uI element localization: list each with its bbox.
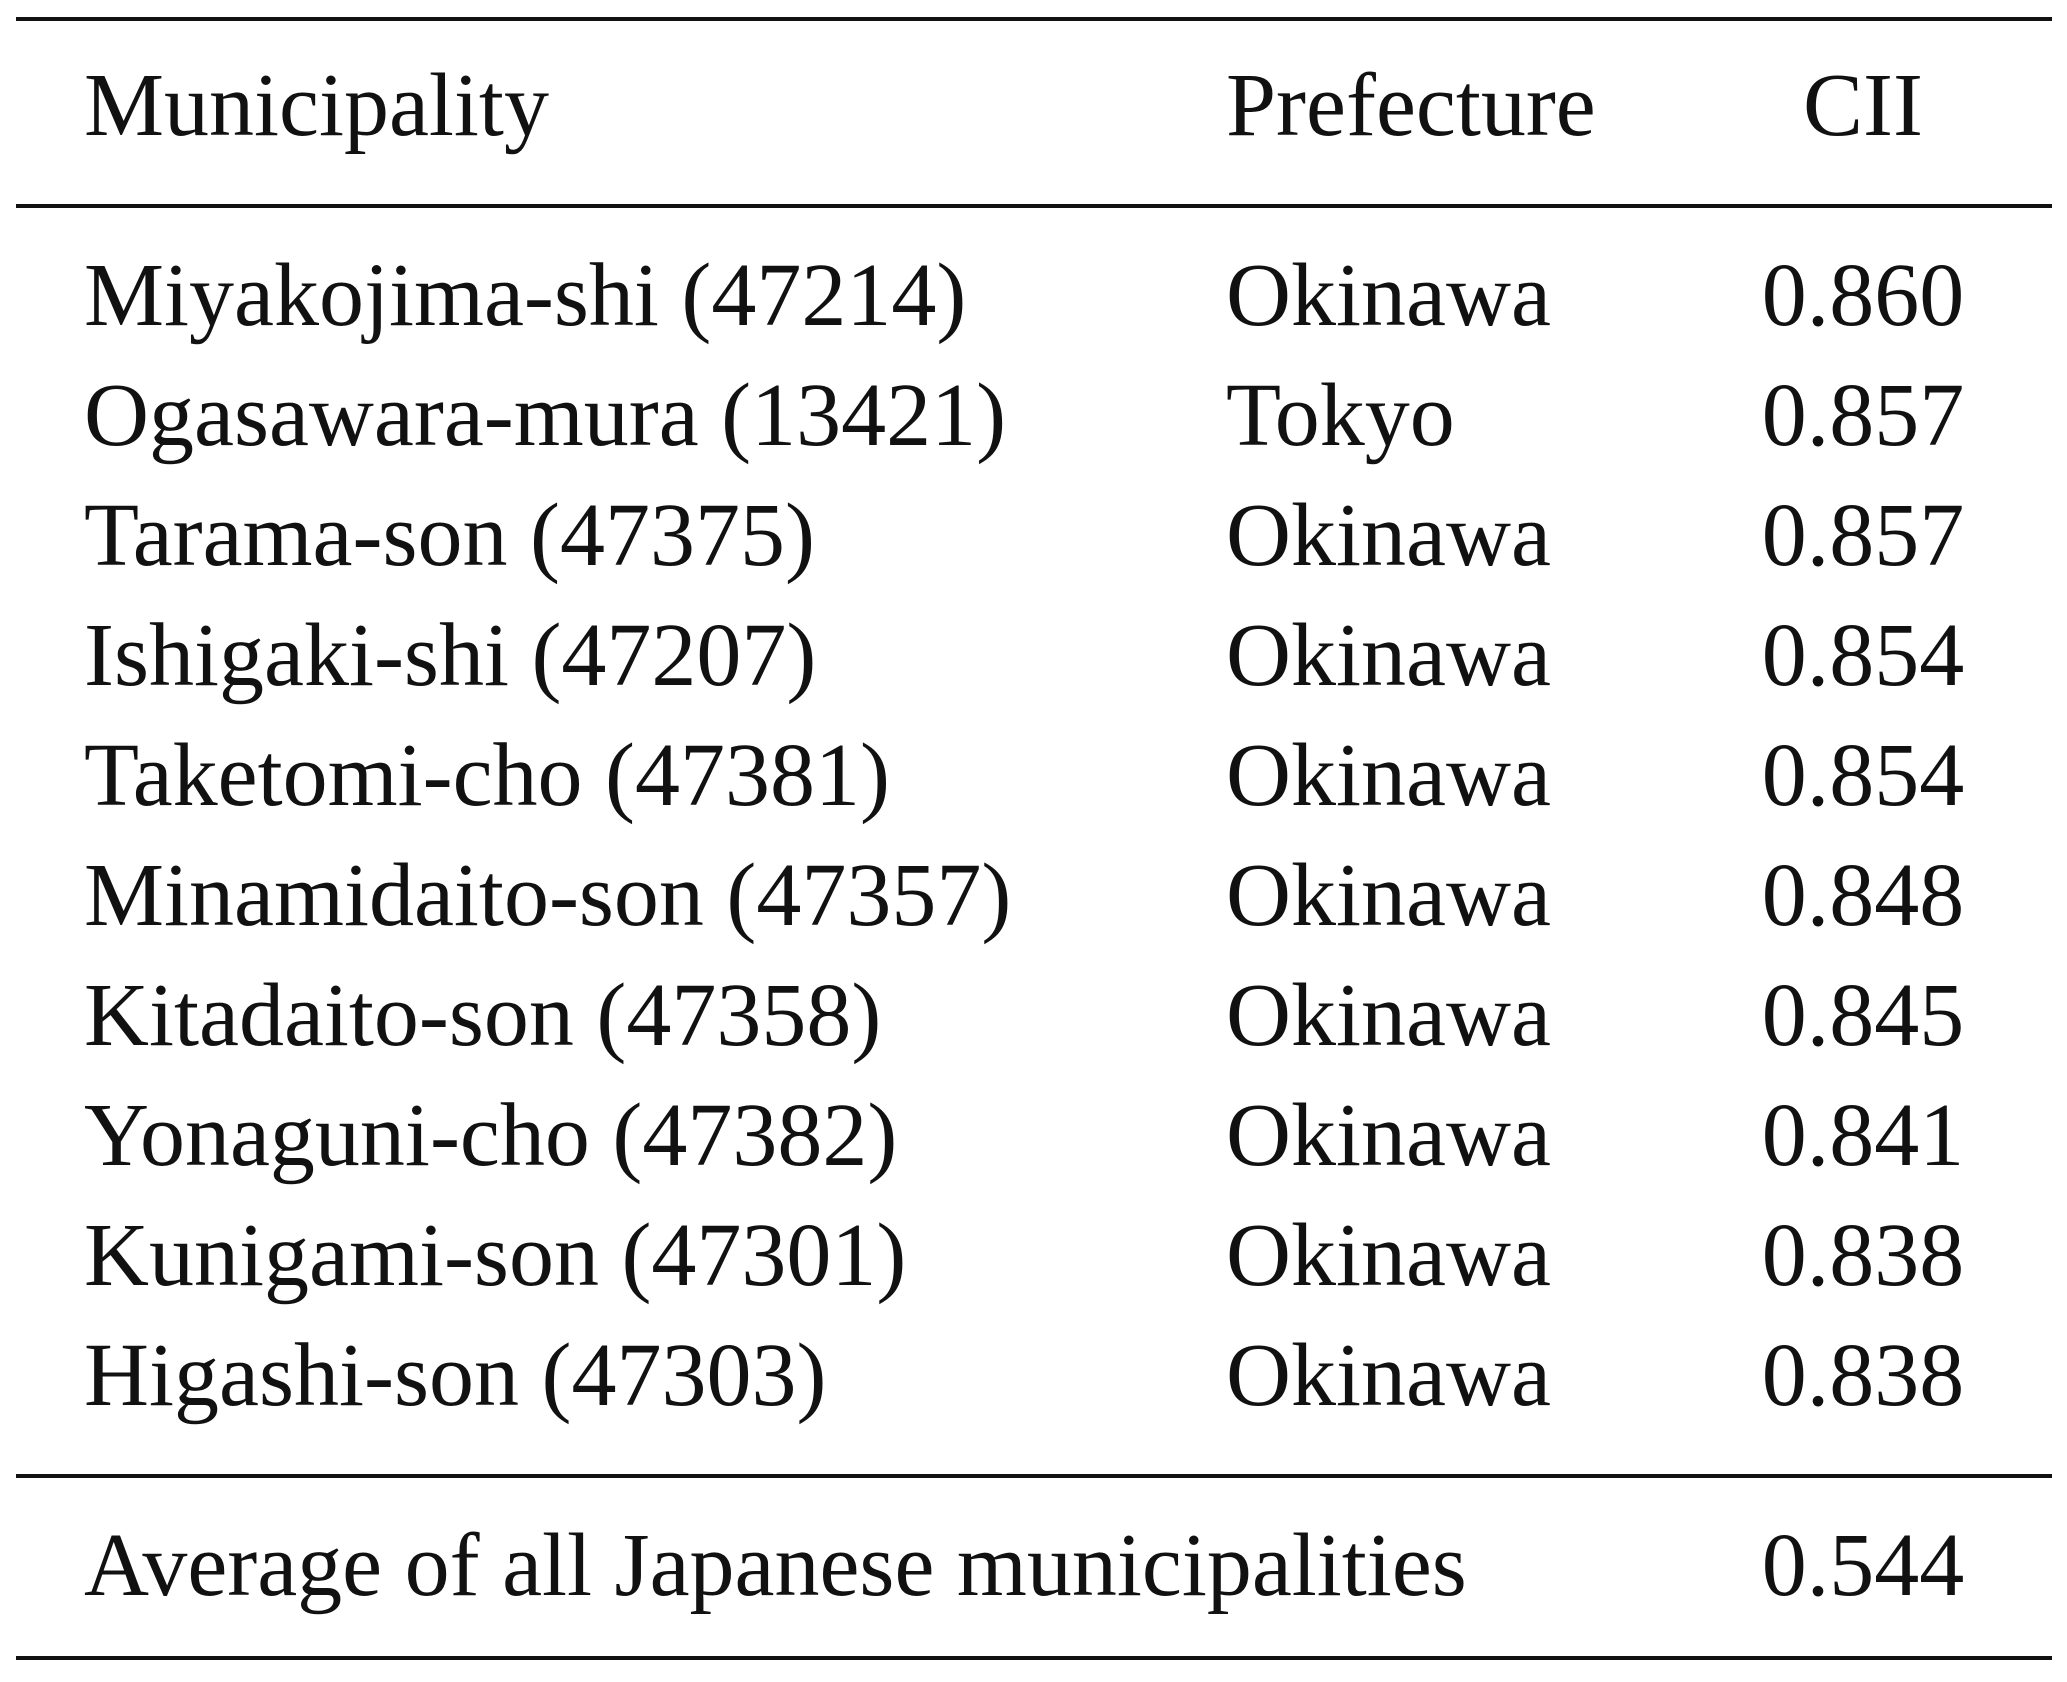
table-row: Minamidaito-son (47357) Okinawa 0.848 (0, 846, 2067, 966)
cii-cell: 0.857 (1761, 486, 1965, 585)
cii-cell: 0.841 (1761, 1086, 1965, 1185)
cii-cell: 0.857 (1761, 366, 1965, 465)
municipality-cell: Miyakojima-shi (47214) (84, 246, 967, 345)
average-label: Average of all Japanese municipalities (84, 1516, 1467, 1615)
table-header-rule (16, 204, 2052, 208)
table-row: Higashi-son (47303) Okinawa 0.838 (0, 1326, 2067, 1446)
prefecture-cell: Okinawa (1226, 1206, 1551, 1305)
municipality-cell: Yonaguni-cho (47382) (84, 1086, 898, 1185)
table-bottom-rule (16, 1656, 2052, 1660)
header-prefecture: Prefecture (1226, 56, 1596, 155)
prefecture-cell: Okinawa (1226, 966, 1551, 1065)
municipality-cell: Taketomi-cho (47381) (84, 726, 890, 825)
cii-cell: 0.838 (1761, 1326, 1965, 1425)
table-row: Tarama-son (47375) Okinawa 0.857 (0, 486, 2067, 606)
municipality-cell: Kitadaito-son (47358) (84, 966, 882, 1065)
prefecture-cell: Okinawa (1226, 726, 1551, 825)
table-row: Kitadaito-son (47358) Okinawa 0.845 (0, 966, 2067, 1086)
table-row: Ogasawara-mura (13421) Tokyo 0.857 (0, 366, 2067, 486)
prefecture-cell: Okinawa (1226, 246, 1551, 345)
cii-cell: 0.838 (1761, 1206, 1965, 1305)
municipality-cell: Tarama-son (47375) (84, 486, 815, 585)
table-row: Yonaguni-cho (47382) Okinawa 0.841 (0, 1086, 2067, 1206)
prefecture-cell: Okinawa (1226, 1326, 1551, 1425)
table-row: Miyakojima-shi (47214) Okinawa 0.860 (0, 246, 2067, 366)
cii-cell: 0.845 (1761, 966, 1965, 1065)
municipality-cell: Ogasawara-mura (13421) (84, 366, 1007, 465)
table-footer-rule (16, 1474, 2052, 1478)
municipality-cell: Ishigaki-shi (47207) (84, 606, 817, 705)
prefecture-cell: Okinawa (1226, 1086, 1551, 1185)
header-municipality: Municipality (84, 56, 549, 155)
municipality-cell: Minamidaito-son (47357) (84, 846, 1012, 945)
prefecture-cell: Okinawa (1226, 606, 1551, 705)
table-row: Kunigami-son (47301) Okinawa 0.838 (0, 1206, 2067, 1326)
cii-cell: 0.848 (1761, 846, 1965, 945)
header-cii: CII (1803, 56, 1923, 155)
cii-cell: 0.860 (1761, 246, 1965, 345)
table-top-rule (16, 17, 2052, 21)
cii-cell: 0.854 (1761, 606, 1965, 705)
prefecture-cell: Okinawa (1226, 486, 1551, 585)
average-cii: 0.544 (1761, 1516, 1965, 1615)
prefecture-cell: Okinawa (1226, 846, 1551, 945)
municipality-cell: Higashi-son (47303) (84, 1326, 827, 1425)
table-row: Ishigaki-shi (47207) Okinawa 0.854 (0, 606, 2067, 726)
table-row: Taketomi-cho (47381) Okinawa 0.854 (0, 726, 2067, 846)
prefecture-cell: Tokyo (1226, 366, 1455, 465)
municipality-cell: Kunigami-son (47301) (84, 1206, 907, 1305)
cii-cell: 0.854 (1761, 726, 1965, 825)
